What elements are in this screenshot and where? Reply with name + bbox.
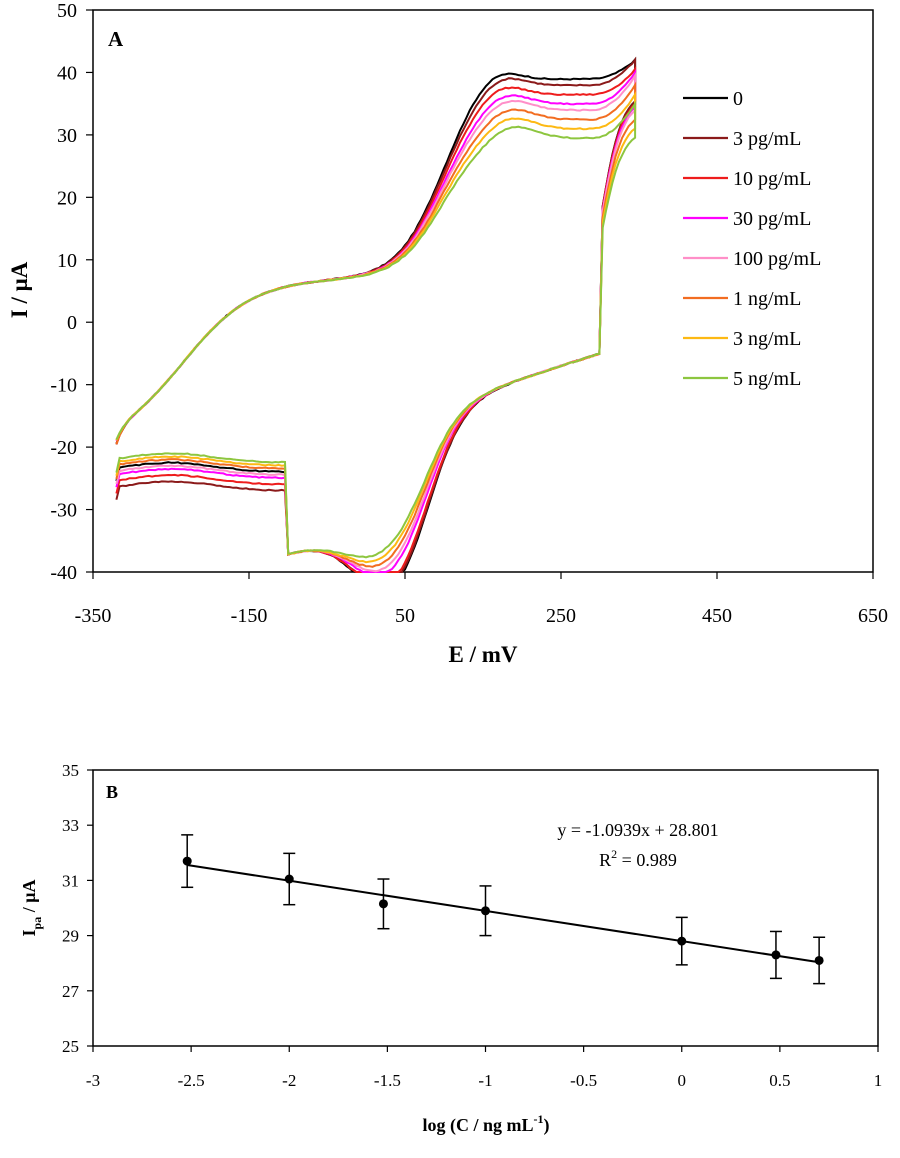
calibration-x-tick-label: -2 — [282, 1071, 296, 1090]
calibration-points — [181, 834, 826, 985]
cv-x-axis-title: E / mV — [449, 642, 518, 667]
cv-curve — [115, 100, 637, 559]
calibration-panel-label: B — [106, 782, 118, 802]
fit-equation: y = -1.0939x + 28.801 — [557, 820, 718, 840]
calibration-x-axis: -3 -2.5 -2 -1.5 -1 -0.5 0 0.5 1 — [86, 1046, 882, 1090]
cv-plot-frame — [92, 9, 874, 573]
calibration-y-tick-label: 29 — [62, 927, 79, 946]
cv-x-tick-label: 650 — [858, 605, 888, 627]
cv-y-tick-label: -10 — [50, 375, 77, 397]
calibration-point — [284, 874, 294, 884]
calibration-point — [182, 856, 192, 866]
cv-legend: 0 3 pg/mL 10 pg/mL 30 pg/mL 100 pg/mL 1 ng/mL… — [683, 88, 821, 390]
cv-curve — [115, 65, 637, 573]
calibration-x-tick-label: -1.5 — [374, 1071, 401, 1090]
calibration-point — [814, 955, 824, 965]
cv-x-tick-label: -150 — [231, 605, 268, 627]
cv-legend-label: 5 ng/mL — [733, 368, 801, 390]
cv-legend-label: 30 pg/mL — [733, 208, 811, 230]
fit-r-squared: R2 = 0.989 — [599, 847, 677, 870]
calibration-x-axis-title: log (C / ng mL-1) — [422, 1112, 549, 1136]
cv-x-tick-label: 250 — [546, 605, 576, 627]
cv-legend-label: 100 pg/mL — [733, 248, 821, 270]
cv-legend-label: 0 — [733, 88, 743, 110]
calibration-y-tick-label: 33 — [62, 816, 79, 835]
cv-curve — [115, 68, 637, 573]
cv-legend-label: 10 pg/mL — [733, 168, 811, 190]
calibration-x-tick-label: 1 — [874, 1071, 883, 1090]
cv-x-tick-label: -350 — [75, 605, 112, 627]
calibration-x-tick-label: 0 — [678, 1071, 687, 1090]
cv-y-tick-label: 10 — [57, 250, 77, 272]
calibration-chart-panel: -3 -2.5 -2 -1.5 -1 -0.5 0 0.5 1 25 27 29 31 33 35 B y… — [19, 761, 882, 1136]
cv-curve — [115, 90, 637, 564]
calibration-point — [378, 899, 388, 909]
cv-y-tick-label: 30 — [57, 125, 77, 147]
cv-y-tick-label: -30 — [50, 500, 77, 522]
cv-legend-label: 1 ng/mL — [733, 288, 801, 310]
cv-y-axis-title: I / μA — [7, 261, 32, 318]
cv-y-tick-label: -40 — [50, 562, 77, 584]
calibration-y-axis: 25 27 29 31 33 35 — [62, 761, 93, 1056]
calibration-point — [771, 950, 781, 960]
calibration-y-tick-label: 25 — [62, 1037, 79, 1056]
cv-panel-label: A — [108, 27, 124, 51]
calibration-x-tick-label: 0.5 — [769, 1071, 790, 1090]
cv-y-tick-label: -20 — [50, 437, 77, 459]
calibration-y-tick-label: 27 — [62, 982, 80, 1001]
calibration-point — [481, 906, 490, 916]
calibration-point — [677, 936, 687, 946]
calibration-fit-line — [187, 864, 820, 964]
cv-y-tick-label: 50 — [57, 0, 77, 22]
calibration-y-tick-label: 31 — [62, 871, 79, 890]
cv-y-tick-label: 20 — [57, 187, 77, 209]
cv-chart-panel: -350 -150 50 250 450 650 -40 -30 -20 -10 0 10 20 30 4… — [7, 0, 888, 667]
cv-y-tick-label: 0 — [67, 312, 77, 334]
calibration-y-tick-label: 35 — [62, 761, 79, 780]
calibration-x-tick-label: -1 — [478, 1071, 492, 1090]
calibration-x-tick-label: -2.5 — [178, 1071, 205, 1090]
cv-x-tick-label: 50 — [395, 605, 415, 627]
calibration-y-axis-title: Ipa / μA — [19, 880, 44, 937]
cv-legend-label: 3 ng/mL — [733, 328, 801, 350]
cv-y-tick-label: 40 — [57, 62, 77, 84]
cv-legend-label: 3 pg/mL — [733, 128, 801, 150]
cv-curve — [115, 81, 637, 568]
cv-curves — [115, 56, 637, 573]
cv-y-axis: -40 -30 -20 -10 0 10 20 30 40 50 — [50, 0, 93, 584]
cv-curve — [115, 71, 637, 573]
cv-x-tick-label: 450 — [702, 605, 732, 627]
calibration-x-tick-label: -0.5 — [570, 1071, 597, 1090]
calibration-x-tick-label: -3 — [86, 1071, 100, 1090]
cv-x-axis: -350 -150 50 250 450 650 — [75, 572, 888, 627]
